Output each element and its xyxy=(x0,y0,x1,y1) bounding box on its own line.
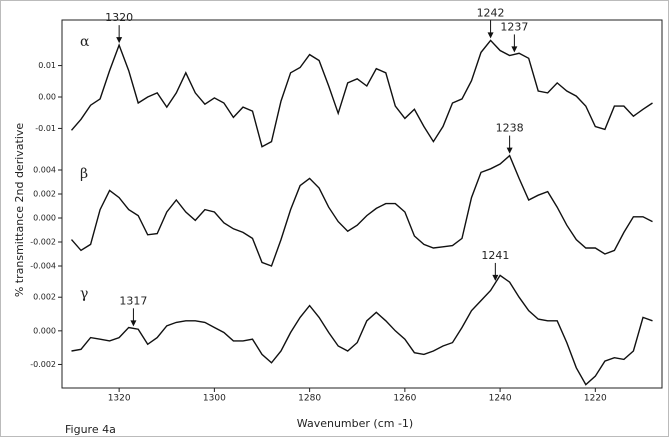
x-axis-label: Wavenumber (cm -1) xyxy=(297,417,413,430)
annotation-arrowhead xyxy=(487,32,494,39)
annotation-label: 1238 xyxy=(496,122,524,135)
annotation-arrowhead xyxy=(511,46,518,53)
panel-label: γ xyxy=(80,286,88,302)
annotation-label: 1317 xyxy=(119,294,147,307)
x-tick-label: 1240 xyxy=(489,394,512,404)
series-line xyxy=(70,154,653,267)
y-tick-label: -0.002 xyxy=(30,360,56,369)
panel-label: α xyxy=(80,34,90,50)
y-tick-label: -0.01 xyxy=(35,124,56,133)
caption: Figure 4a xyxy=(65,423,116,436)
annotation-arrowhead xyxy=(506,147,513,154)
y-tick-label: 0.00 xyxy=(38,93,56,102)
y-tick-label: -0.004 xyxy=(30,262,56,271)
annotation-arrowhead xyxy=(116,37,123,44)
plot-frame xyxy=(61,19,663,389)
series-line xyxy=(70,39,653,148)
x-tick-label: 1280 xyxy=(298,394,321,404)
series-line xyxy=(71,274,653,386)
x-tick-label: 1300 xyxy=(203,394,226,404)
y-axis-label: % transmittance 2nd derivative xyxy=(13,123,26,298)
y-tick-label: 0.004 xyxy=(33,166,56,175)
x-tick-label: 1260 xyxy=(393,394,416,404)
y-tick-label: 0.002 xyxy=(33,190,56,199)
x-tick-label: 1220 xyxy=(584,394,607,404)
annotation-label: 1237 xyxy=(500,20,528,33)
y-tick-label: 0.002 xyxy=(33,293,56,302)
annotation-label: 1320 xyxy=(105,11,133,24)
y-tick-label: 0.01 xyxy=(38,61,56,70)
y-tick-label: -0.002 xyxy=(30,238,56,247)
y-tick-label: 0.000 xyxy=(33,214,56,223)
y-tick-label: 0.000 xyxy=(33,326,56,335)
annotation-arrowhead xyxy=(492,274,499,281)
annotation-label: 1242 xyxy=(477,6,505,19)
panel-label: β xyxy=(80,166,88,182)
annotation-arrowhead xyxy=(130,320,137,327)
annotation-label: 1241 xyxy=(481,249,509,262)
x-tick-label: 1320 xyxy=(108,394,131,404)
